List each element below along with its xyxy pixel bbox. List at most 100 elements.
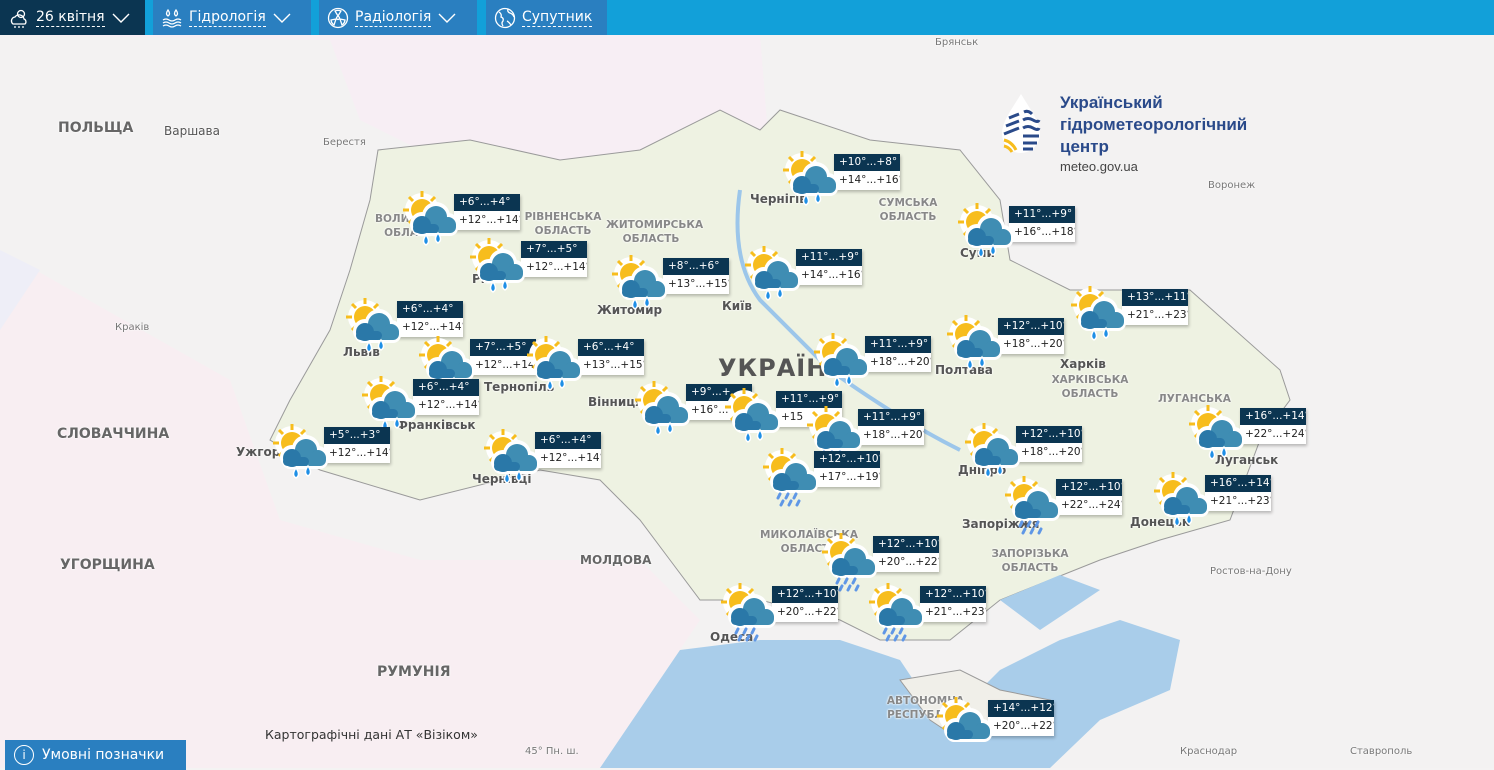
temperature-card[interactable]: +12°...+10° +20°...+22° bbox=[772, 586, 838, 622]
temperature-card[interactable]: +12°...+10° +18°...+20° bbox=[1016, 426, 1082, 462]
region-label: СУМСЬКА ОБЛАСТЬ bbox=[878, 197, 938, 223]
city-label: Краків bbox=[115, 322, 150, 333]
temperature-card[interactable]: +12°...+10° +17°...+19° bbox=[814, 451, 880, 487]
temperature-card[interactable]: +6°...+4° +13°...+15° bbox=[578, 339, 644, 375]
temperature-card[interactable]: +8°...+6° +13°...+15° bbox=[663, 258, 729, 294]
map-credit: Картографічні дані АТ «Візіком» bbox=[265, 727, 478, 742]
temperature-card[interactable]: +6°...+4° +12°...+14° bbox=[413, 379, 479, 415]
temperature-card[interactable]: +11°...+9° +18°...+20° bbox=[865, 336, 931, 372]
temperature-card[interactable]: +13°...+11° +21°...+23° bbox=[1122, 289, 1188, 325]
weather-station[interactable]: +11°...+9° +18°...+20° bbox=[802, 403, 932, 467]
tab-satellite[interactable]: Супутник bbox=[486, 0, 607, 35]
tab-hydrology[interactable]: Гідрологія bbox=[153, 0, 311, 35]
day-temperature: +14°...+12° bbox=[988, 700, 1054, 717]
weather-station[interactable]: +6°...+4° +13°...+15° bbox=[522, 333, 652, 397]
weather-station[interactable]: +12°...+10° +22°...+24° bbox=[1000, 473, 1130, 537]
temperature-card[interactable]: +6°...+4° +12°...+14° bbox=[454, 194, 520, 230]
city-label: Ставрополь bbox=[1350, 746, 1413, 757]
day-temperature: +12°...+10° bbox=[814, 451, 880, 468]
temperature-card[interactable]: +12°...+10° +22°...+24° bbox=[1056, 479, 1122, 515]
weather-station[interactable]: +6°...+4° +12°...+14° bbox=[357, 373, 487, 437]
weather-station[interactable]: +6°...+4° +12°...+14° bbox=[479, 426, 609, 490]
weather-station[interactable]: +10°...+8° +14°...+16° bbox=[778, 148, 908, 212]
weather-station[interactable]: +11°...+9° +18°...+20° bbox=[809, 330, 939, 394]
day-temperature: +7°...+5° bbox=[470, 339, 536, 356]
temperature-card[interactable]: +12°...+10° +18°...+20° bbox=[998, 318, 1064, 354]
temperature-card[interactable]: +7°...+5° +12°...+14° bbox=[521, 241, 587, 277]
weather-station[interactable]: +12°...+10° +18°...+20° bbox=[942, 312, 1072, 376]
night-temperature: +22°...+24° bbox=[1240, 425, 1306, 444]
day-temperature: +11°...+9° bbox=[865, 336, 931, 353]
temperature-card[interactable]: +12°...+10° +20°...+22° bbox=[873, 536, 939, 572]
weather-station[interactable]: +14°...+12° +20°...+22° bbox=[932, 694, 1062, 758]
day-temperature: +12°...+10° bbox=[1056, 479, 1122, 496]
rain-icon bbox=[942, 312, 1004, 374]
night-temperature: +18°...+20° bbox=[998, 335, 1064, 354]
region-label: ЛУГАНСЬКА bbox=[1158, 393, 1231, 405]
night-temperature: +12°...+14° bbox=[413, 396, 479, 415]
weather-station[interactable]: +11°...+9° +14°...+16° bbox=[740, 243, 870, 307]
weather-station[interactable]: +8°...+6° +13°...+15° bbox=[607, 252, 737, 316]
temperature-card[interactable]: +12°...+10° +21°...+23° bbox=[920, 586, 986, 622]
weather-station[interactable]: +6°...+4° +12°...+14° bbox=[341, 295, 471, 359]
temperature-card[interactable]: +6°...+4° +12°...+14° bbox=[535, 432, 601, 468]
night-temperature: +13°...+15° bbox=[663, 275, 729, 294]
logo-line1: Український bbox=[1060, 93, 1163, 112]
temperature-card[interactable]: +11°...+9° +16°...+18° bbox=[1009, 206, 1075, 242]
day-temperature: +16°...+14° bbox=[1205, 475, 1271, 492]
day-temperature: +6°...+4° bbox=[397, 301, 463, 318]
weather-station[interactable]: +12°...+10° +21°...+23° bbox=[864, 580, 994, 644]
weather-station[interactable]: +11°...+9° +16°...+18° bbox=[953, 200, 1083, 264]
temperature-card[interactable]: +10°...+8° +14°...+16° bbox=[834, 154, 900, 190]
ukrhydromet-logo[interactable]: Український гідрометеорологічний центр m… bbox=[1000, 92, 1247, 176]
temperature-card[interactable]: +11°...+9° +14°...+16° bbox=[796, 249, 862, 285]
weather-station[interactable]: +16°...+14° +22°...+24° bbox=[1184, 402, 1314, 466]
day-temperature: +6°...+4° bbox=[578, 339, 644, 356]
weather-station[interactable]: +12°...+10° +17°...+19° bbox=[758, 445, 888, 509]
day-temperature: +5°...+3° bbox=[324, 427, 390, 444]
night-temperature: +21°...+23° bbox=[1122, 306, 1188, 325]
city-label: Вінниця bbox=[588, 395, 643, 409]
region-label: РІВНЕНСЬКА ОБЛАСТЬ bbox=[524, 211, 602, 237]
weather-cloud-sun-icon bbox=[10, 9, 27, 28]
night-temperature: +12°...+14° bbox=[324, 444, 390, 463]
temperature-card[interactable]: +14°...+12° +20°...+22° bbox=[988, 700, 1054, 736]
legend-button[interactable]: i Умовні позначки bbox=[5, 740, 186, 770]
latitude-label: 45° Пн. ш. bbox=[525, 746, 579, 757]
water-drops-icon bbox=[162, 8, 182, 28]
night-temperature: +21°...+23° bbox=[920, 603, 986, 622]
country-label: РУМУНІЯ bbox=[377, 664, 451, 680]
weather-station[interactable]: +12°...+10° +20°...+22° bbox=[716, 580, 846, 644]
temperature-card[interactable]: +16°...+14° +22°...+24° bbox=[1240, 408, 1306, 444]
country-label: УГОРЩИНА bbox=[60, 557, 155, 573]
city-label: Берестя bbox=[323, 137, 366, 148]
temperature-card[interactable]: +11°...+9° +18°...+20° bbox=[858, 409, 924, 445]
night-temperature: +14°...+16° bbox=[796, 266, 862, 285]
tab-date[interactable]: 26 квітня bbox=[0, 0, 145, 35]
temperature-card[interactable]: +5°...+3° +12°...+14° bbox=[324, 427, 390, 463]
night-temperature: +20°...+22° bbox=[988, 717, 1054, 736]
weather-station[interactable]: +12°...+10° +20°...+22° bbox=[817, 530, 947, 594]
rain-icon bbox=[720, 385, 782, 447]
night-temperature: +21°...+23° bbox=[1205, 492, 1271, 511]
tab-radiology[interactable]: Радіологія bbox=[319, 0, 477, 35]
city-label: Полтава bbox=[935, 363, 993, 377]
day-temperature: +12°...+10° bbox=[772, 586, 838, 603]
rain-icon bbox=[1149, 469, 1211, 531]
temperature-card[interactable]: +16°...+14° +21°...+23° bbox=[1205, 475, 1271, 511]
country-label: ПОЛЬЩА bbox=[58, 120, 134, 136]
weather-station[interactable]: +13°...+11° +21°...+23° bbox=[1066, 283, 1196, 347]
day-temperature: +11°...+9° bbox=[796, 249, 862, 266]
weather-station[interactable]: +6°...+4° +12°...+14° bbox=[398, 188, 528, 252]
night-temperature: +18°...+20° bbox=[865, 353, 931, 372]
temperature-card[interactable]: +7°...+5° +12°...+14° bbox=[470, 339, 536, 375]
temperature-card[interactable]: +6°...+4° +12°...+14° bbox=[397, 301, 463, 337]
weather-station[interactable]: +16°...+14° +21°...+23° bbox=[1149, 469, 1279, 533]
logo-line2: гідрометеорологічний bbox=[1060, 115, 1248, 134]
weather-station[interactable]: +7°...+5° +12°...+14° bbox=[414, 333, 544, 397]
weather-station[interactable]: +5°...+3° +12°...+14° bbox=[268, 421, 398, 485]
weather-station[interactable]: +12°...+10° +18°...+20° bbox=[960, 420, 1090, 484]
partly-cloudy-icon bbox=[932, 694, 994, 756]
weather-station[interactable]: +7°...+5° +12°...+14° bbox=[465, 235, 595, 299]
rain-icon bbox=[1184, 402, 1246, 464]
